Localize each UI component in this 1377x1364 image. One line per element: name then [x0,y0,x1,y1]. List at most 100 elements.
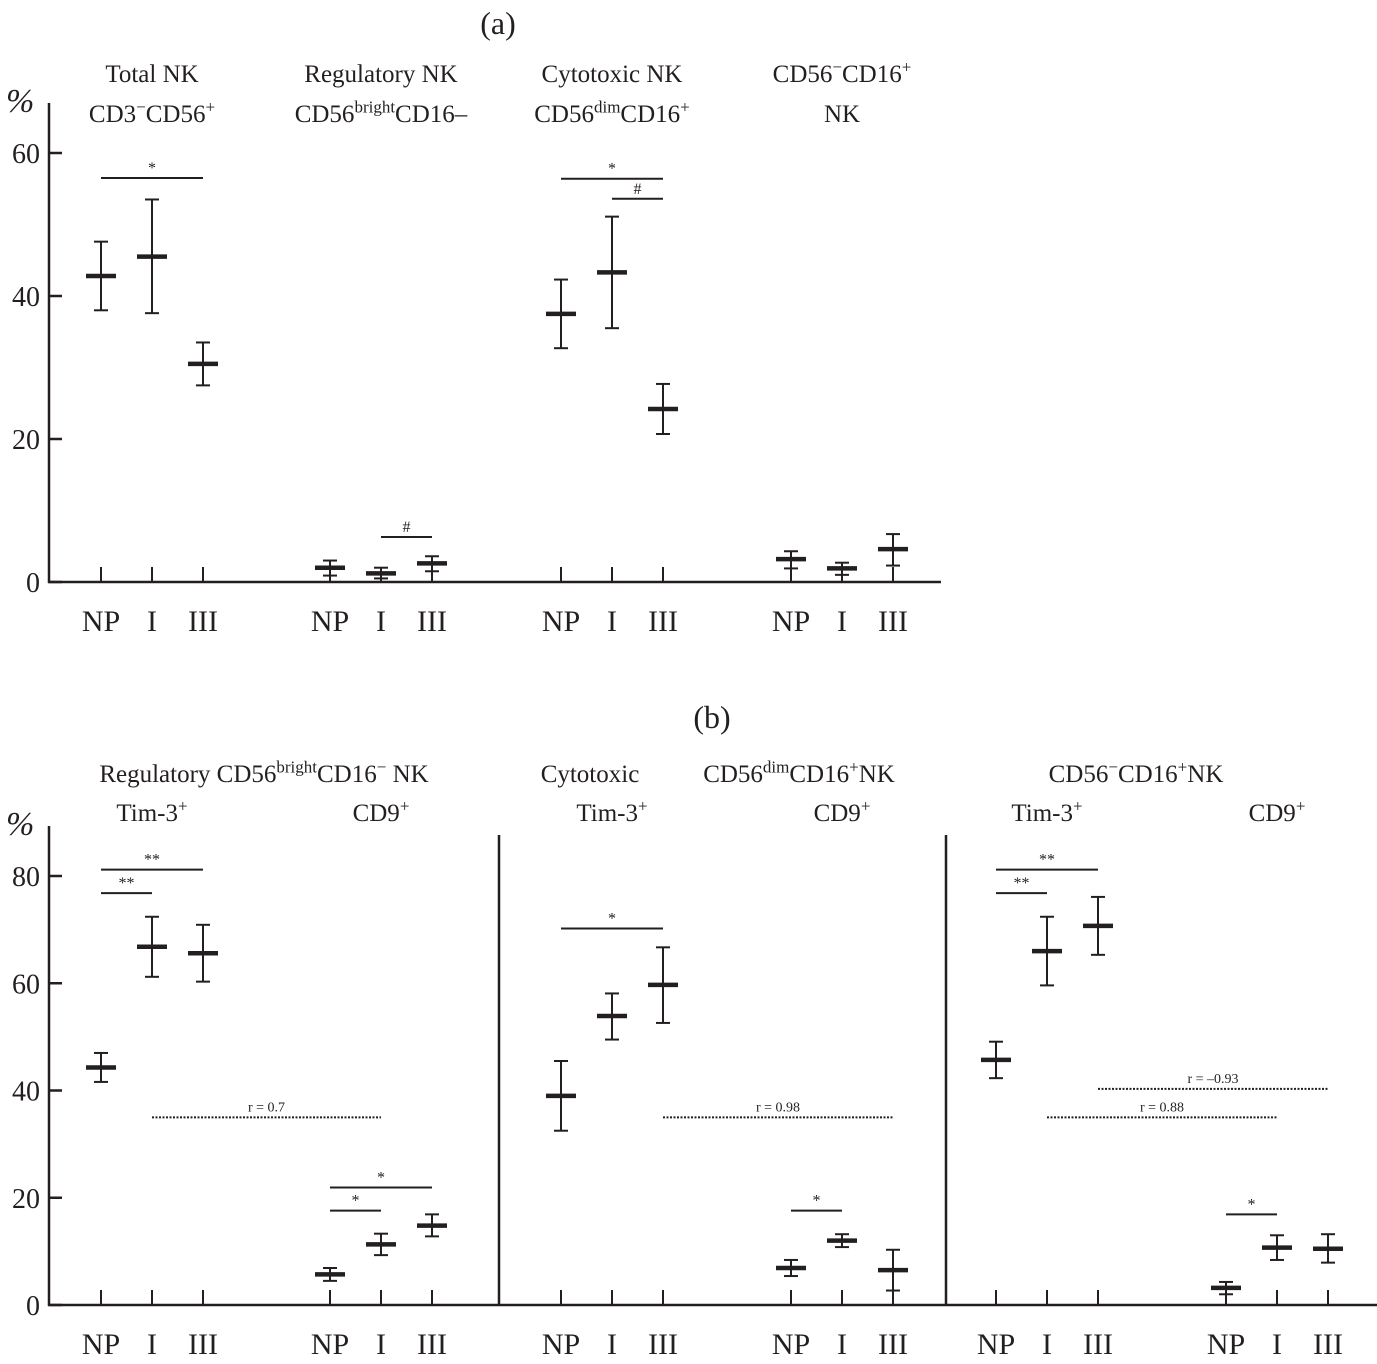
panel-b-x-tick-label: III [648,1328,678,1361]
superscript: + [849,758,859,777]
text-part: CD16 [1118,761,1178,788]
panel-a-y-tick-label: 20 [12,425,40,456]
superscript: + [205,98,215,117]
text-part: NK [1187,761,1223,788]
panel-b-x-tick-label: I [837,1328,847,1361]
panel-b-x-tick-label: III [417,1328,447,1361]
panel-a-group-subtitle: CD56brightCD16– [295,98,468,129]
panel-a-x-tick-label: NP [311,605,349,638]
panel-a-x-tick-label: I [376,605,386,638]
superscript: − [377,758,387,777]
text-part: CD16 [842,61,902,88]
panel-b-significance-label: * [352,1193,360,1210]
panel-b-section-title: Regulatory CD56brightCD16− NK [99,758,428,789]
panel-a-y-tick-label: 60 [12,139,40,170]
panel-b-significance-label: * [813,1193,821,1210]
panel-b-x-tick-label: I [1042,1328,1052,1361]
text-part: CD56 [295,101,355,128]
panel-b-subgroup-label: Tim-3+ [576,797,647,828]
text-part: CD9 [1249,800,1296,827]
text-part: CD16 [789,761,849,788]
panel-b-significance-label: * [377,1170,385,1187]
panel-b-x-tick-label: III [188,1328,218,1361]
panel-b-x-tick-label: NP [82,1328,120,1361]
panel-a-x-tick-label: NP [542,605,580,638]
text-part: Tim-3 [576,800,638,827]
text-part: CD16– [395,101,468,128]
superscript: − [832,58,842,77]
panel-b-x-tick-label: I [147,1328,157,1361]
panel-b-subgroup-label: Tim-3+ [1011,797,1082,828]
panel-b-y-tick-label: 20 [12,1184,40,1215]
superscript: + [178,797,188,816]
superscript: + [861,797,871,816]
panel-b-y-tick-label: 0 [26,1291,40,1322]
text-part: NK [859,761,895,788]
panel-b-y-tick-label: 60 [12,969,40,1000]
text-part: Tim-3 [116,800,178,827]
panel-b-significance-label: ** [144,852,160,869]
text-part: NK [386,761,428,788]
superscript: + [1178,758,1188,777]
superscript: + [680,98,690,117]
panel-b-y-tick-label: 80 [12,862,40,893]
panel-b-section-title: CD56dimCD16+NK [703,758,895,789]
panel-b-x-tick-label: NP [1207,1328,1245,1361]
text-part: Tim-3 [1011,800,1073,827]
superscript: + [902,58,912,77]
panel-b-x-tick-label: III [1313,1328,1343,1361]
panel-a-x-tick-label: III [417,605,447,638]
panel-b-correlation-label: r = 0.98 [756,1100,800,1115]
text-part: CD56 [773,61,833,88]
panel-b-x-tick-label: NP [772,1328,810,1361]
superscript: + [1296,797,1306,816]
text-part: CD56 [534,101,594,128]
panel-a-group-title: Total NK [105,61,198,88]
panel-b-x-tick-label: III [878,1328,908,1361]
superscript: bright [276,758,317,777]
panel-a-significance-label: * [608,161,616,178]
text-part: Regulatory CD56 [99,761,276,788]
panel-a-significance-label: # [634,181,642,198]
superscript: + [1073,797,1083,816]
panel-a-group-title: CD56−CD16+ [773,58,912,89]
panel-a-x-tick-label: I [147,605,157,638]
panel-a-x-tick-label: I [837,605,847,638]
superscript: dim [594,98,620,117]
superscript: + [638,797,648,816]
panel-a-significance-label: * [148,160,156,177]
superscript: + [400,797,410,816]
text-part: CD16 [317,761,377,788]
panel-a-x-tick-label: I [607,605,617,638]
panel-b-correlation-label: r = –0.93 [1187,1072,1238,1087]
panel-b-significance-label: ** [1039,852,1055,869]
panel-a-significance-label: # [403,519,411,536]
panel-b-label: (b) [693,699,730,735]
panel-a-group-subtitle: CD56dimCD16+ [534,98,690,129]
panel-b-x-tick-label: I [376,1328,386,1361]
panel-b-section-title: CD56−CD16+NK [1049,758,1224,789]
panel-a-group-title: Regulatory NK [304,61,457,88]
panel-a-x-tick-label: III [648,605,678,638]
panel-a-group-title: Cytotoxic NK [542,61,683,88]
panel-a-x-tick-label: III [878,605,908,638]
panel-b-significance-label: ** [1014,875,1030,892]
panel-a-y-axis-label: % [6,83,34,120]
text-part: CD56 [703,761,763,788]
panel-b-y-axis-label: % [6,806,34,843]
panel-b-significance-label: * [608,911,616,928]
panel-b-x-tick-label: NP [977,1328,1015,1361]
panel-b-subgroup-label: CD9+ [353,797,410,828]
panel-a-group-subtitle: CD3−CD56+ [89,98,215,129]
panel-a-y-tick-label: 40 [12,282,40,313]
panel-a-x-tick-label: NP [82,605,120,638]
panel-b-section-title-left: Cytotoxic [541,761,640,788]
panel-a-label: (a) [480,5,516,41]
panel-b-significance-label: ** [119,875,135,892]
panel-b-correlation-label: r = 0.7 [248,1100,285,1115]
panel-b-x-tick-label: I [1272,1328,1282,1361]
panel-b-subgroup-label: CD9+ [814,797,871,828]
panel-a-x-tick-label: NP [772,605,810,638]
text-part: CD9 [353,800,400,827]
